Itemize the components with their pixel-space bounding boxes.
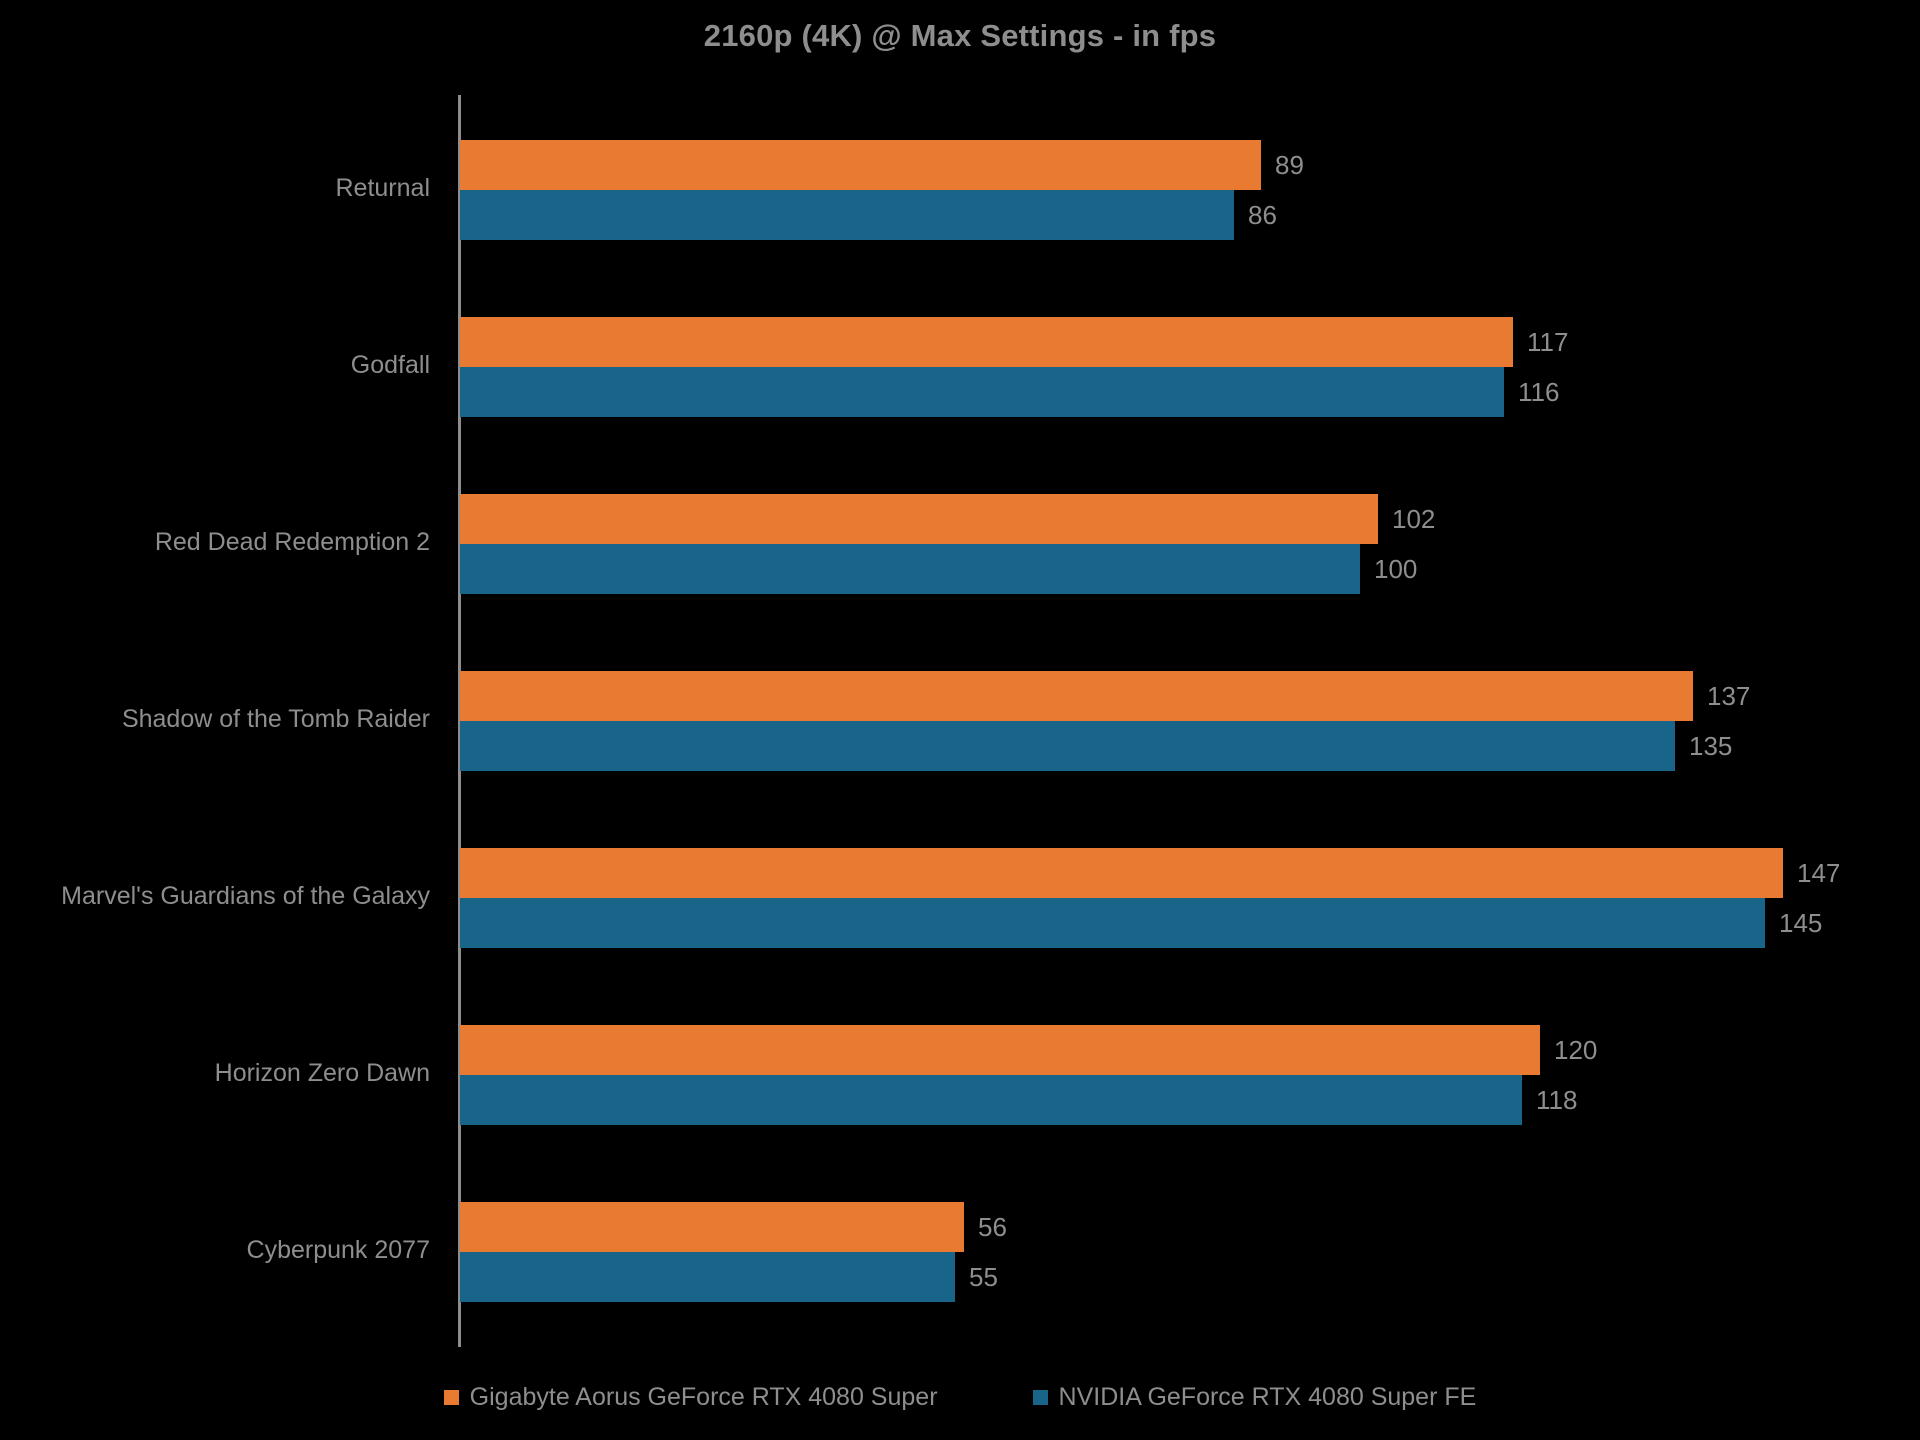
category-label: Cyberpunk 2077 [246, 1236, 430, 1264]
category-group: Shadow of the Tomb Raider 137 135 [0, 671, 1920, 771]
legend-swatch-gigabyte [443, 1390, 459, 1405]
bar-value-label: 100 [1374, 554, 1418, 584]
category-label: Shadow of the Tomb Raider [121, 705, 430, 733]
category-label: Marvel's Guardians of the Galaxy [61, 882, 430, 910]
bar-value-label: 55 [969, 1262, 998, 1292]
legend-swatch-nvidia [1032, 1390, 1048, 1405]
bar-value-label: 117 [1527, 327, 1569, 357]
bar-gigabyte[interactable] [460, 140, 1261, 190]
bar-nvidia[interactable] [460, 544, 1360, 594]
bar-nvidia[interactable] [460, 1075, 1522, 1125]
bar-gigabyte[interactable] [460, 317, 1513, 367]
bar-value-label: 116 [1518, 377, 1560, 407]
category-label: Returnal [335, 174, 431, 202]
category-group: Marvel's Guardians of the Galaxy 147 145 [0, 848, 1920, 948]
bar-value-label: 120 [1554, 1035, 1598, 1065]
bar-nvidia[interactable] [460, 721, 1675, 771]
bar-value-label: 147 [1797, 858, 1841, 888]
category-label: Red Dead Redemption 2 [154, 528, 430, 556]
bar-value-label: 89 [1275, 150, 1304, 180]
bar-value-label: 86 [1248, 200, 1277, 230]
bar-value-label: 137 [1707, 681, 1751, 711]
legend-item[interactable]: NVIDIA GeForce RTX 4080 Super FE [1032, 1383, 1477, 1412]
bar-gigabyte[interactable] [460, 494, 1378, 544]
chart-title: 2160p (4K) @ Max Settings - in fps [703, 18, 1217, 53]
bar-nvidia[interactable] [460, 1252, 955, 1302]
category-axis-line [458, 95, 461, 1347]
category-group: Godfall 117 116 [0, 317, 1920, 417]
category-label: Godfall [350, 351, 430, 379]
bar-nvidia[interactable] [460, 898, 1765, 948]
bar-nvidia[interactable] [460, 190, 1234, 240]
bar-gigabyte[interactable] [460, 671, 1693, 721]
bar-gigabyte[interactable] [460, 848, 1783, 898]
category-group: Cyberpunk 2077 56 55 [0, 1202, 1920, 1302]
bar-gigabyte[interactable] [460, 1202, 964, 1252]
bar-gigabyte[interactable] [460, 1025, 1540, 1075]
category-group: Red Dead Redemption 2 102 100 [0, 494, 1920, 594]
bar-value-label: 145 [1779, 908, 1823, 938]
chart-legend: Gigabyte Aorus GeForce RTX 4080 Super NVI… [0, 1383, 1920, 1412]
bar-value-label: 118 [1536, 1085, 1578, 1115]
bar-value-label: 102 [1392, 504, 1436, 534]
legend-label: Gigabyte Aorus GeForce RTX 4080 Super [469, 1383, 938, 1411]
bar-value-label: 56 [978, 1212, 1007, 1242]
legend-label: NVIDIA GeForce RTX 4080 Super FE [1058, 1383, 1477, 1411]
category-group: Returnal 89 86 [0, 140, 1920, 240]
category-label: Horizon Zero Dawn [214, 1059, 430, 1087]
category-group: Horizon Zero Dawn 120 118 [0, 1025, 1920, 1125]
bar-value-label: 135 [1689, 731, 1733, 761]
legend-item[interactable]: Gigabyte Aorus GeForce RTX 4080 Super [443, 1383, 938, 1412]
bar-nvidia[interactable] [460, 367, 1504, 417]
plot-area: Returnal 89 86 Godfall 117 116 Red Dead Redemp… [0, 95, 1920, 1347]
